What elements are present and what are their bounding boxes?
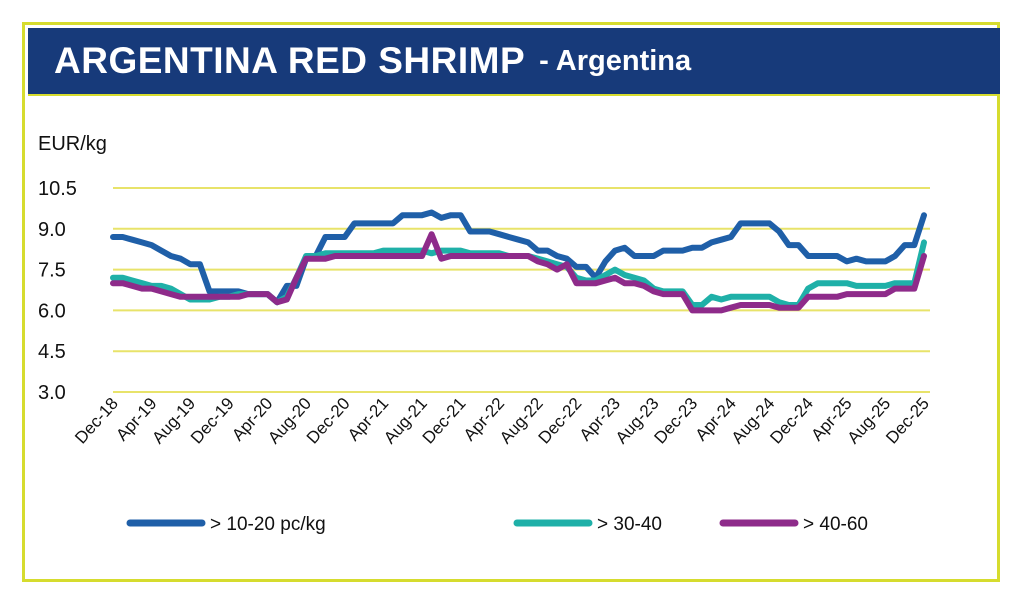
chart-subtitle: - Argentina: [539, 44, 692, 77]
x-tick-label: Dec-23: [650, 394, 701, 447]
y-tick-label: 9.0: [38, 219, 66, 241]
series-line-2: [110, 231, 927, 314]
y-axis-label: EUR/kg: [38, 133, 107, 155]
chart-frame: [22, 22, 1000, 582]
y-tick-label: 4.5: [38, 341, 66, 363]
x-tick-label: Dec-20: [303, 394, 354, 447]
y-tick-label: 7.5: [38, 260, 66, 282]
x-tick-label: Dec-22: [535, 394, 586, 447]
x-tick-label: Dec-25: [882, 394, 933, 447]
chart-title: ARGENTINA RED SHRIMP: [54, 40, 526, 81]
legend-label: > 30-40: [597, 514, 662, 535]
x-tick-label: Dec-19: [187, 394, 238, 447]
x-tick-label: Dec-24: [766, 394, 817, 447]
x-tick-label: Dec-21: [419, 394, 470, 447]
y-tick-label: 3.0: [38, 382, 66, 404]
title-bar: ARGENTINA RED SHRIMP - Argentina: [28, 28, 1000, 96]
x-tick-label: Dec-18: [71, 394, 122, 447]
legend-label: > 40-60: [803, 514, 868, 535]
y-tick-label: 6.0: [38, 300, 66, 322]
legend-label: > 10-20 pc/kg: [210, 514, 326, 535]
y-tick-label: 10.5: [38, 178, 77, 200]
